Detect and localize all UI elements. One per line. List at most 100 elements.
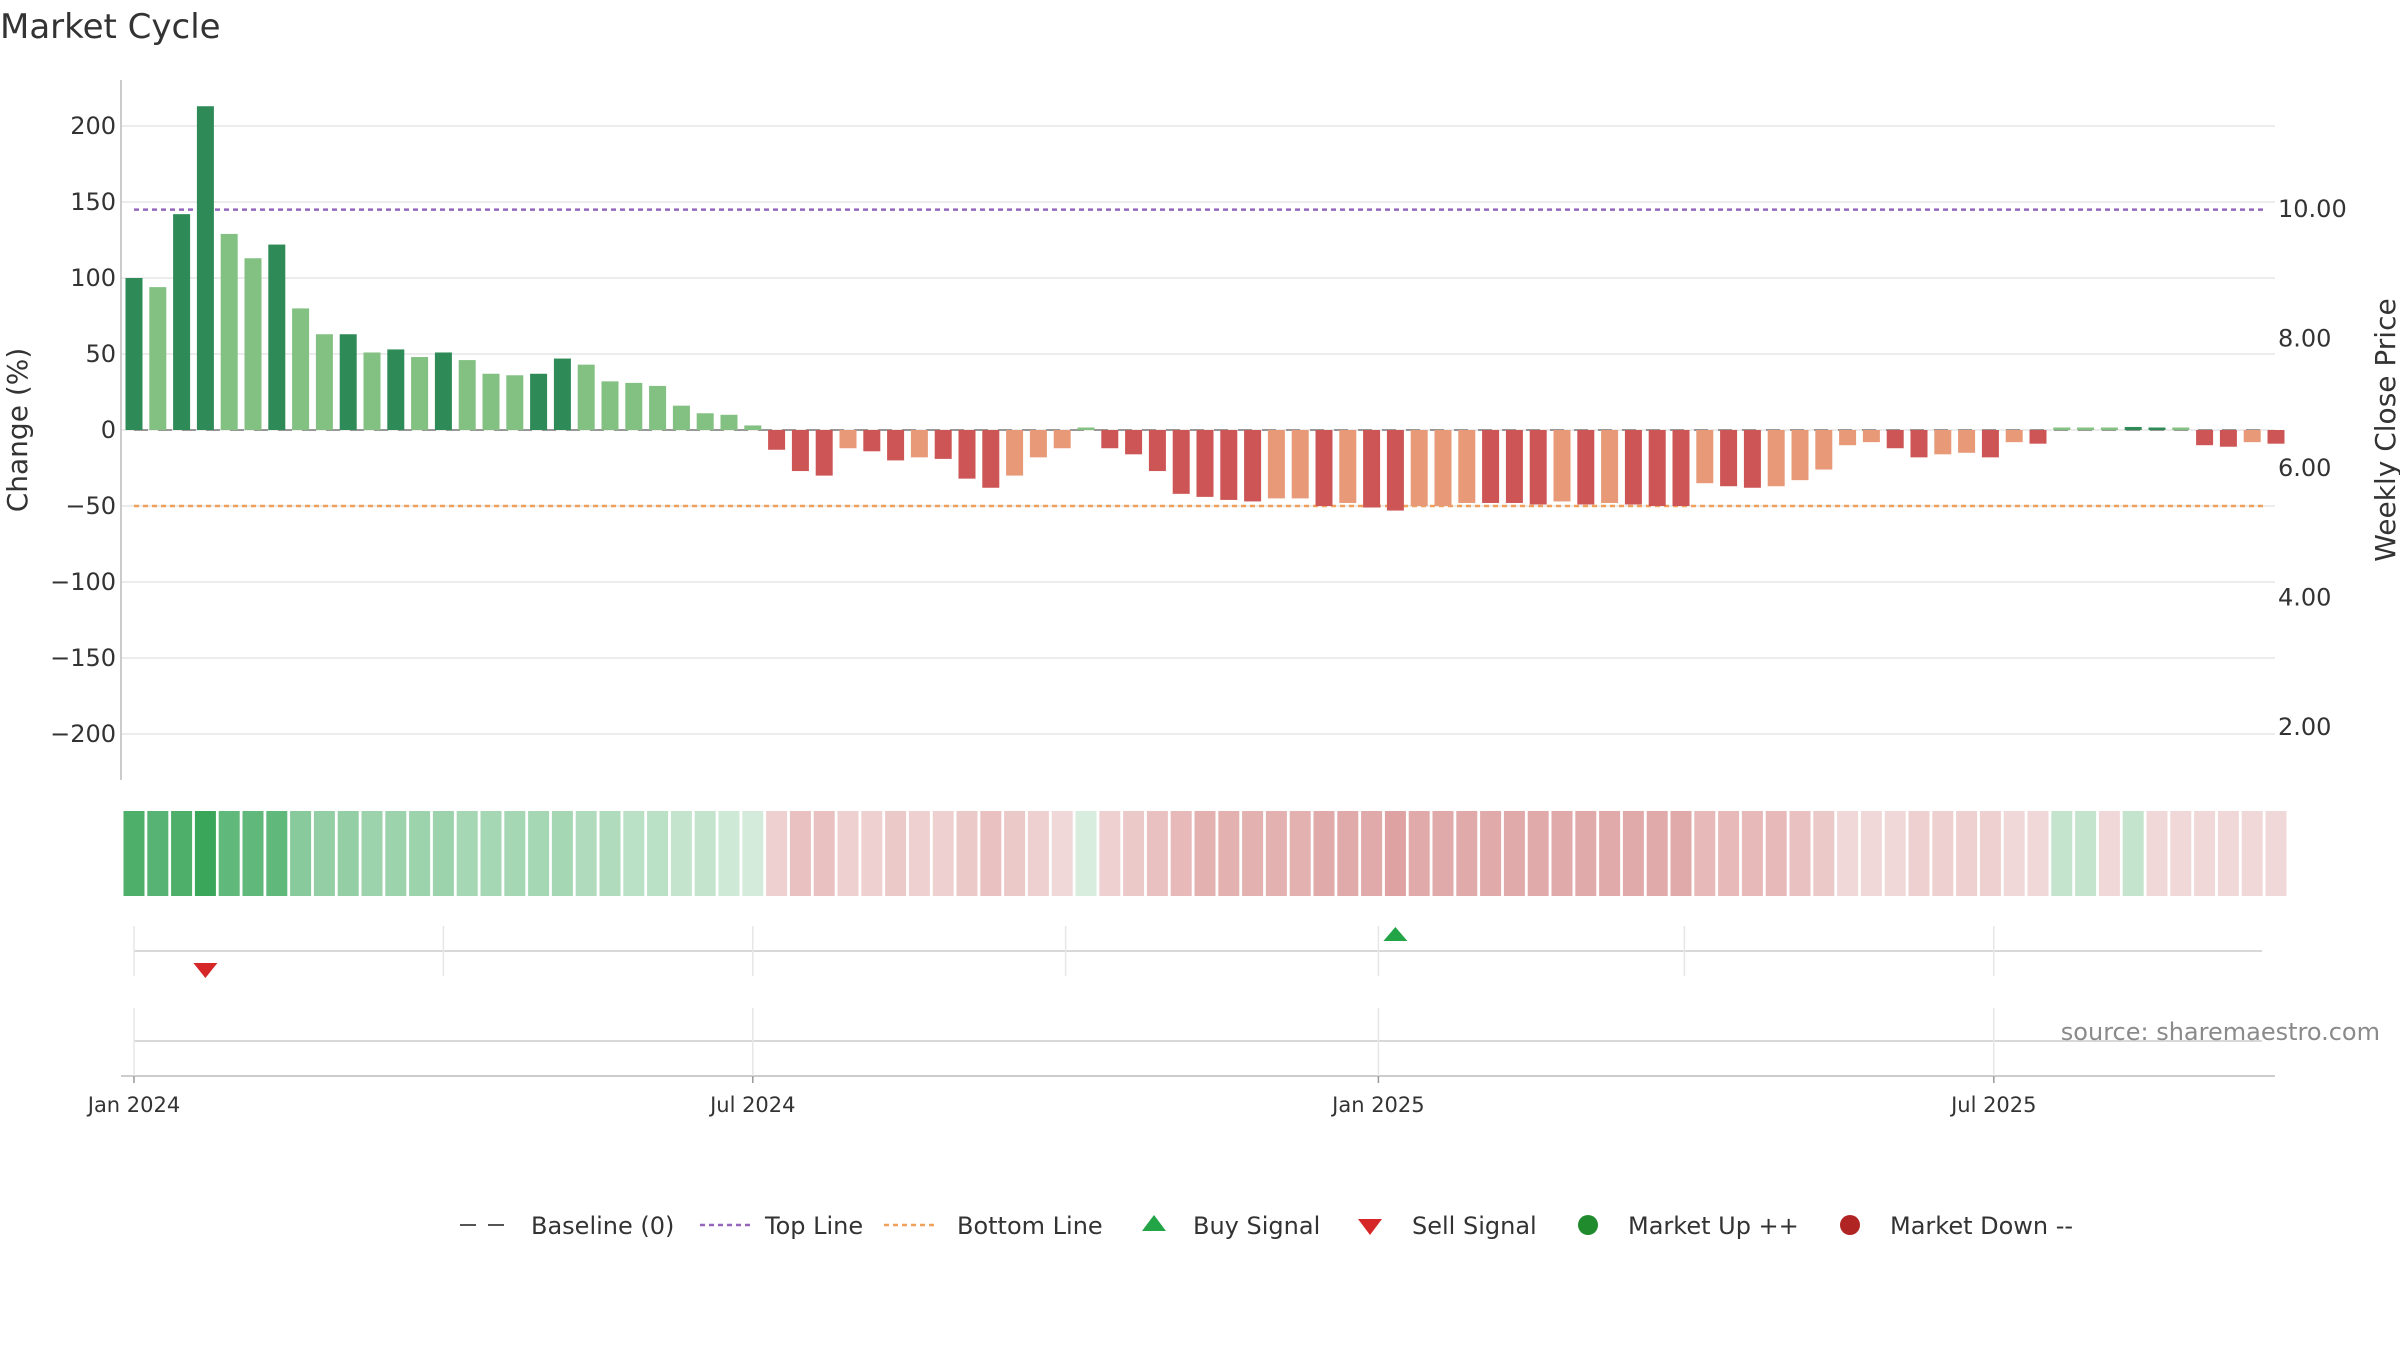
strip-cell <box>956 811 978 896</box>
strip-cell <box>528 811 550 896</box>
legend-label: Bottom Line <box>957 1212 1103 1240</box>
strip-cell <box>1979 811 2001 896</box>
bar <box>196 106 214 431</box>
strip-cell <box>2217 811 2239 896</box>
strip-cell <box>290 811 312 896</box>
strip-cell <box>361 811 383 896</box>
buy-signal-marker <box>1383 927 1408 941</box>
strip-cell <box>718 811 740 896</box>
bar <box>815 430 833 476</box>
strip-cell <box>1004 811 1026 896</box>
strip-cell <box>766 811 788 896</box>
strip-cell <box>2194 811 2216 896</box>
bar <box>2267 430 2285 444</box>
bar <box>910 430 928 458</box>
bar <box>1196 430 1214 497</box>
strip-cell <box>1789 811 1811 896</box>
bar <box>672 405 690 430</box>
y-tick-label: 100 <box>70 264 116 292</box>
bar <box>1720 430 1738 487</box>
bar <box>649 385 667 430</box>
y-tick-label: 150 <box>70 188 116 216</box>
strip-cell <box>1027 811 1049 896</box>
strip-cell <box>1313 811 1335 896</box>
strip-cell <box>1884 811 1906 896</box>
strip-cell <box>194 811 216 896</box>
bar <box>577 364 595 430</box>
bar <box>1267 430 1285 499</box>
bar <box>2243 430 2261 443</box>
legend-market-down-swatch <box>1840 1215 1860 1235</box>
strip-cell <box>218 811 240 896</box>
strip-cell <box>1956 811 1978 896</box>
bar <box>1363 430 1381 508</box>
strip-cell <box>1837 811 1859 896</box>
strip-cell <box>1599 811 1621 896</box>
bar <box>1101 430 1119 449</box>
bar <box>1291 430 1309 499</box>
bar <box>173 214 191 430</box>
bar <box>1029 430 1047 458</box>
y-tick-label: −200 <box>50 720 116 748</box>
strip-cell <box>432 811 454 896</box>
bar <box>2053 427 2071 430</box>
source-note: source: sharemaestro.com <box>2061 1018 2380 1046</box>
bar <box>1125 430 1143 455</box>
bar <box>2029 430 2047 444</box>
bar <box>125 278 143 430</box>
bar <box>482 373 500 430</box>
bar <box>220 233 238 430</box>
strip-cell <box>1932 811 1954 896</box>
legend-item-up: Market Up ++ <box>1578 1212 1799 1240</box>
bar <box>791 430 809 472</box>
strip-cell <box>861 811 883 896</box>
bar <box>2124 426 2142 430</box>
strip-cell <box>1622 811 1644 896</box>
strip-cell <box>456 811 478 896</box>
strip-cell <box>1051 811 1073 896</box>
y-axis-ticks: 200 150 100 50 0 −50 −100 −150 −200 <box>50 112 116 748</box>
bar <box>1910 430 1928 458</box>
bar <box>363 352 381 430</box>
strip-cell <box>1456 811 1478 896</box>
bar <box>601 381 619 430</box>
strip-cell <box>480 811 502 896</box>
bar <box>1410 430 1428 506</box>
y2-axis-ticks: 10.00 8.00 6.00 4.00 2.00 <box>2278 195 2347 741</box>
bar <box>1958 430 1976 453</box>
bar <box>1220 430 1238 500</box>
date-axis-panel: Jan 2024 Jul 2024 Jan 2025 Jul 2025 <box>86 1008 2275 1117</box>
bar <box>1696 430 1714 484</box>
strip-cell <box>2241 811 2263 896</box>
y-tick-label: −50 <box>65 492 116 520</box>
bar <box>768 430 786 450</box>
sell-signal-marker <box>193 963 218 978</box>
strip-cell <box>1408 811 1430 896</box>
strip-cell <box>551 811 573 896</box>
bar <box>2196 430 2214 446</box>
bar <box>1839 430 1857 446</box>
y-tick-label: 200 <box>70 112 116 140</box>
strip-cell <box>932 811 954 896</box>
bar <box>1339 430 1357 503</box>
bar <box>530 373 548 430</box>
bar <box>1482 430 1500 503</box>
bar <box>268 244 286 430</box>
x-tick-label: Jul 2025 <box>1949 1093 2036 1117</box>
strip-cell <box>171 811 193 896</box>
strip-cell <box>1670 811 1692 896</box>
bar <box>1886 430 1904 449</box>
strip-cell <box>1075 811 1097 896</box>
strip-cell <box>1575 811 1597 896</box>
legend-item-baseline: Baseline (0) <box>460 1212 674 1240</box>
bar <box>1577 430 1595 505</box>
bar <box>1767 430 1785 487</box>
bar <box>1601 430 1619 503</box>
bar <box>411 357 429 430</box>
bar <box>1077 427 1095 430</box>
bar <box>2148 427 2166 430</box>
x-tick-label: Jan 2025 <box>1330 1093 1425 1117</box>
bar <box>1006 430 1024 476</box>
legend-label: Market Down -- <box>1890 1212 2073 1240</box>
bar <box>149 287 167 430</box>
